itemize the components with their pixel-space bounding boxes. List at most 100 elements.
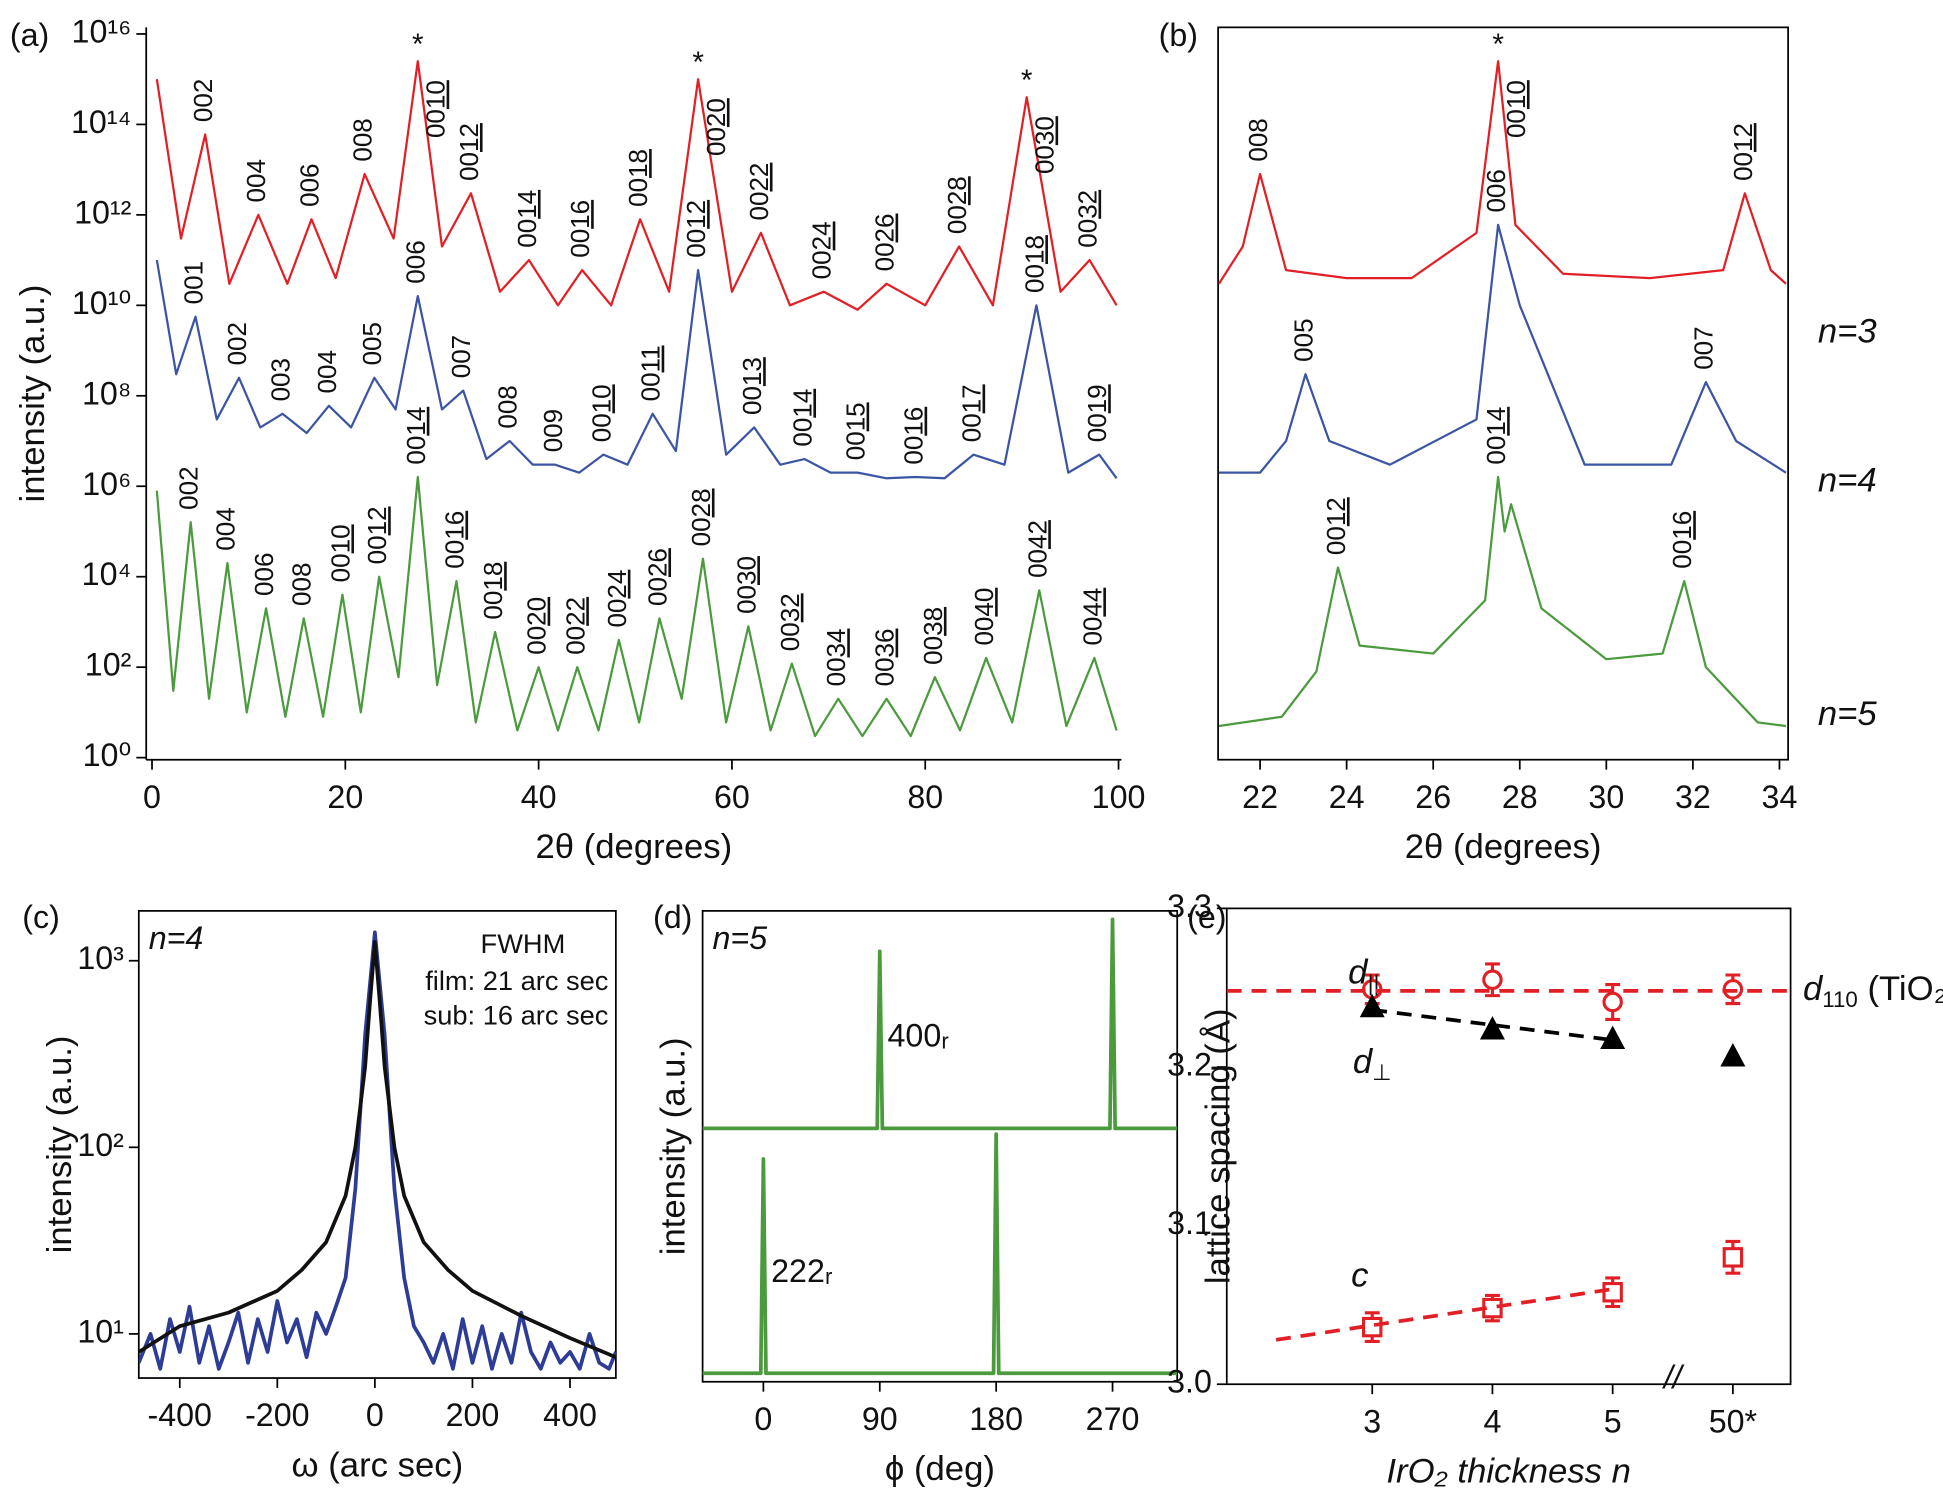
series-label-name: c	[1351, 1257, 1368, 1295]
peak-label: 0013	[737, 357, 767, 415]
label-part: 00	[787, 418, 817, 447]
series-label: d||	[1348, 954, 1379, 996]
series-label: c	[1351, 1257, 1368, 1295]
label-part: 22	[560, 597, 590, 626]
y-tick-label: 10¹⁶	[72, 13, 132, 49]
peak-label: 0018	[623, 149, 653, 207]
y-tick-label: 3.1	[1167, 1205, 1212, 1241]
legend-label: n=3	[1818, 312, 1877, 350]
y-tick-label: 10⁸	[82, 375, 131, 411]
y-tick-label: 10⁶	[82, 466, 131, 502]
peak-note: *	[1492, 28, 1504, 61]
reference-label: d110 (TiO₂)	[1803, 970, 1943, 1012]
label-part: 00	[898, 436, 928, 465]
point	[1722, 1247, 1744, 1268]
label-part: 32	[775, 593, 805, 622]
legend-title: FWHM	[481, 928, 566, 959]
peak-label: 0028	[942, 176, 972, 234]
label-part: 14	[401, 407, 431, 436]
x-axis-label: 2θ (degrees)	[1405, 828, 1602, 866]
peak-label: 0011	[636, 345, 666, 401]
peak-label: 0026	[869, 213, 899, 271]
x-axis-label: ϕ (deg)	[885, 1450, 995, 1488]
peak-label: 006	[1481, 169, 1511, 212]
peak-label: 002	[188, 79, 218, 122]
label-part: 16	[1667, 511, 1697, 540]
x-tick-label: 80	[907, 779, 943, 815]
label-part: 10	[325, 524, 355, 553]
peak-label: 002	[174, 466, 204, 509]
y-tick-label: 10²	[77, 1127, 124, 1163]
x-tick-label: 400	[543, 1397, 597, 1433]
label-part: 00	[1728, 152, 1758, 181]
label-part: 10	[1501, 80, 1531, 109]
y-tick-label: 10¹⁴	[71, 104, 131, 140]
y-tick-label: 3.2	[1167, 1047, 1212, 1083]
label-part: 16	[439, 511, 469, 540]
peak-label: 0017	[956, 384, 986, 442]
peak-label: 0016	[898, 407, 928, 465]
peak-label: 0030	[731, 556, 761, 614]
peak-label: 0022	[560, 597, 590, 655]
label-part: 00	[325, 553, 355, 582]
label-part: 44	[1077, 588, 1107, 617]
peak-note: *	[412, 28, 424, 61]
peak-label: 0010	[421, 80, 451, 138]
label-part: 20	[522, 597, 552, 626]
peak-label: 0022	[744, 163, 774, 221]
label-part: 12	[681, 200, 711, 229]
label-part: 14	[512, 190, 542, 219]
label-part: 00	[439, 540, 469, 569]
peak-label: 0010	[586, 384, 616, 442]
peak-label: 0014	[1481, 407, 1511, 465]
label-part: 42	[1022, 520, 1052, 549]
legend-entry: film: 21 arc sec	[425, 965, 608, 996]
peak-label: 0012	[681, 200, 711, 258]
peak-note: *	[692, 46, 704, 79]
peak-label: 0015	[840, 402, 870, 460]
label-part: 00	[956, 413, 986, 442]
legend-label: n=5	[1818, 695, 1878, 733]
label-part: 00	[737, 386, 767, 415]
peak-label: 0036	[869, 629, 899, 687]
label-part: 00	[512, 219, 542, 248]
label-part: 26	[642, 548, 672, 577]
panel: (a) 0 20 40 60 80 100 10⁰ 10² 10⁴ 10⁶ 10⁸ 10¹⁰ 10¹² 10…	[10, 13, 1145, 866]
peak-label: 0020	[701, 98, 731, 156]
x-tick-label: 0	[143, 779, 161, 815]
label-part: 16	[565, 200, 595, 229]
label-part: 24	[807, 221, 837, 250]
label-part: 14	[787, 389, 817, 418]
label-part: 00	[642, 577, 672, 606]
label-part: 17	[956, 384, 986, 413]
label-part: 15	[840, 402, 870, 431]
label-part: 28	[686, 488, 716, 517]
x-tick-label: 28	[1502, 779, 1538, 815]
data-line	[1218, 223, 1787, 474]
panel: (e) 3 4 5 50* 3.0 3.1 3.2 3.3 IrO₂ thickness n lat…	[1167, 888, 1943, 1491]
peak-label: 0034	[821, 629, 851, 687]
x-tick-label: 24	[1329, 779, 1365, 815]
y-axis-label: intensity (a.u.)	[654, 1037, 692, 1255]
panel-label: (a)	[10, 17, 49, 53]
peak-label: 0024	[807, 221, 837, 279]
label-part: 28	[942, 176, 972, 205]
peak-label: 0032	[1072, 190, 1102, 248]
x-tick-label: 3	[1363, 1403, 1381, 1439]
y-tick-label: 10¹	[77, 1313, 124, 1349]
y-tick-label: 3.3	[1167, 888, 1212, 924]
label-part: 00	[478, 591, 508, 620]
label-part: 00	[942, 205, 972, 234]
label-part: 00	[421, 109, 451, 138]
label-part: 00	[840, 431, 870, 460]
label-part: 00	[602, 599, 632, 628]
panel-label: (e)	[1187, 899, 1226, 935]
label-part: 00	[1029, 145, 1059, 174]
peak-label: 0014	[787, 389, 817, 447]
x-tick-label: 30	[1588, 779, 1624, 815]
x-tick-label: 22	[1242, 779, 1278, 815]
peak-label: 0018	[478, 562, 508, 620]
x-axis-label: IrO₂ thickness n	[1386, 1453, 1631, 1491]
label-part: 00	[586, 413, 616, 442]
peak-label: 004	[312, 350, 342, 393]
